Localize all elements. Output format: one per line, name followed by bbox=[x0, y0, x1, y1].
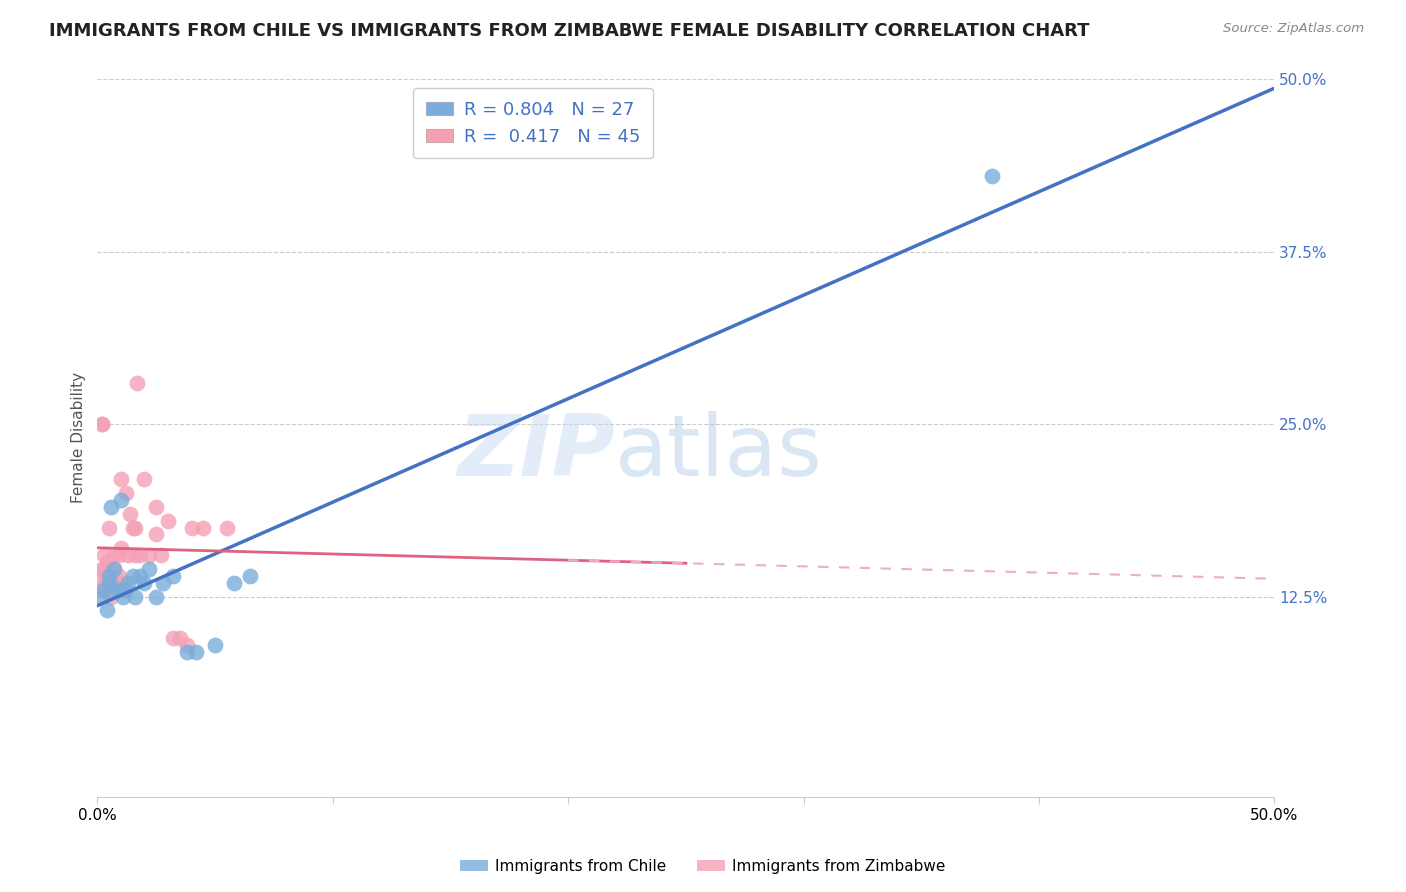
Text: ZIP: ZIP bbox=[457, 410, 616, 493]
Point bbox=[93, 575, 115, 590]
Point bbox=[110, 492, 132, 507]
Point bbox=[193, 520, 215, 534]
Point bbox=[120, 507, 142, 521]
Point bbox=[152, 575, 174, 590]
Point bbox=[180, 520, 202, 534]
Point bbox=[138, 562, 160, 576]
Point bbox=[239, 569, 262, 583]
Point bbox=[121, 569, 143, 583]
Point bbox=[93, 562, 115, 576]
Point bbox=[112, 575, 135, 590]
Point bbox=[105, 575, 128, 590]
Point bbox=[156, 514, 179, 528]
Point bbox=[98, 575, 121, 590]
Point bbox=[176, 638, 198, 652]
Point bbox=[169, 631, 191, 645]
Point bbox=[124, 520, 146, 534]
Point bbox=[107, 582, 129, 597]
Point bbox=[93, 548, 115, 562]
Point bbox=[117, 548, 139, 562]
Point bbox=[124, 548, 146, 562]
Point bbox=[96, 555, 118, 569]
Point bbox=[138, 548, 160, 562]
Point bbox=[134, 472, 156, 486]
Point bbox=[145, 590, 167, 604]
Point bbox=[162, 631, 184, 645]
Point bbox=[91, 417, 114, 431]
Point bbox=[114, 486, 136, 500]
Point bbox=[117, 575, 139, 590]
Point bbox=[98, 575, 121, 590]
Y-axis label: Female Disability: Female Disability bbox=[72, 372, 86, 503]
Legend: R = 0.804   N = 27, R =  0.417   N = 45: R = 0.804 N = 27, R = 0.417 N = 45 bbox=[413, 88, 652, 158]
Point bbox=[186, 645, 208, 659]
Point bbox=[91, 417, 114, 431]
Point bbox=[110, 472, 132, 486]
Point bbox=[215, 520, 238, 534]
Point bbox=[98, 569, 121, 583]
Point bbox=[93, 582, 115, 597]
Point bbox=[176, 645, 198, 659]
Point bbox=[89, 582, 111, 597]
Point bbox=[103, 548, 125, 562]
Point bbox=[103, 562, 125, 576]
Point bbox=[127, 376, 149, 390]
Point bbox=[110, 541, 132, 556]
Text: IMMIGRANTS FROM CHILE VS IMMIGRANTS FROM ZIMBABWE FEMALE DISABILITY CORRELATION : IMMIGRANTS FROM CHILE VS IMMIGRANTS FROM… bbox=[49, 22, 1090, 40]
Point bbox=[107, 548, 129, 562]
Point bbox=[128, 569, 150, 583]
Point bbox=[121, 520, 143, 534]
Point bbox=[105, 582, 128, 597]
Point bbox=[114, 582, 136, 597]
Point bbox=[145, 500, 167, 514]
Legend: Immigrants from Chile, Immigrants from Zimbabwe: Immigrants from Chile, Immigrants from Z… bbox=[454, 853, 952, 880]
Point bbox=[107, 569, 129, 583]
Point bbox=[100, 500, 122, 514]
Point bbox=[103, 562, 125, 576]
Point bbox=[93, 569, 115, 583]
Point bbox=[98, 520, 121, 534]
Point bbox=[149, 548, 172, 562]
Text: Source: ZipAtlas.com: Source: ZipAtlas.com bbox=[1223, 22, 1364, 36]
Point bbox=[124, 590, 146, 604]
Point bbox=[91, 582, 114, 597]
Point bbox=[134, 575, 156, 590]
Point bbox=[204, 638, 226, 652]
Point bbox=[98, 569, 121, 583]
Point bbox=[145, 527, 167, 541]
Point bbox=[128, 548, 150, 562]
Point bbox=[112, 590, 135, 604]
Point bbox=[91, 590, 114, 604]
Text: atlas: atlas bbox=[616, 410, 824, 493]
Point bbox=[980, 169, 1002, 183]
Point bbox=[100, 575, 122, 590]
Point bbox=[96, 575, 118, 590]
Point bbox=[162, 569, 184, 583]
Point bbox=[100, 590, 122, 604]
Point bbox=[222, 575, 245, 590]
Point bbox=[98, 582, 121, 597]
Point bbox=[96, 603, 118, 617]
Point bbox=[91, 562, 114, 576]
